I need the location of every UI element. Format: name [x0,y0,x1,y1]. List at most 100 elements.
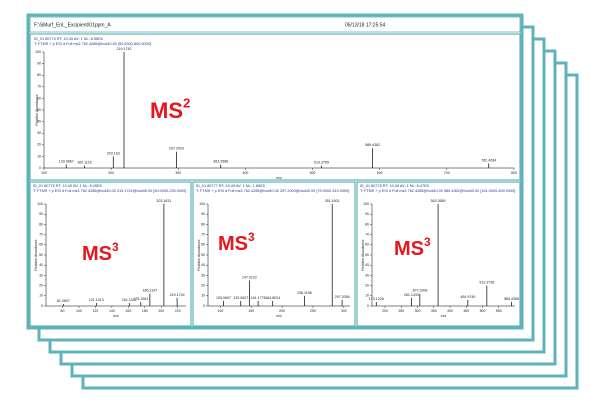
peak-label: 133.0867 [59,159,74,163]
ms-label-text: MS [394,238,424,260]
y-tick-label: 60 [365,243,369,247]
y-tick-label: 50 [39,253,43,257]
y-tick-label: 70 [39,233,43,237]
peak-label: 133.0627 [233,296,248,300]
x-tick-label: 700 [444,171,450,175]
ms-label-text: MS [150,98,183,123]
x-tick-label: 160 [125,309,131,313]
x-tick-label: 550 [496,309,502,313]
scan-header: ID_01 80778 RT: 10.49 AV: 1 NL: 6.47E5 [360,184,429,188]
ms-label-order: 3 [112,240,119,254]
peak-label: 161.1011 [122,298,137,302]
scan-header: T: FTMS + p ESI d Full ms3 762.4285@hcd4… [33,189,186,193]
panel [29,181,192,327]
x-tick-label: 300 [341,309,347,313]
y-tick-label: 0 [203,304,205,308]
front-page [26,13,524,330]
peak-label: 175.1061 [133,297,148,301]
x-tick-label: 100 [76,309,82,313]
y-tick-label: 80 [201,222,205,226]
peak-label: 186.1197 [142,289,157,293]
y-tick-label: 20 [39,284,43,288]
x-tick-label: 200 [108,171,114,175]
ms-label-text: MS [82,243,112,265]
x-axis-label: m/z [441,314,447,318]
x-axis-label: m/z [276,314,282,318]
y-tick-label: 50 [37,108,41,112]
peak-label: 513.3755 [314,161,329,165]
y-tick-label: 10 [39,294,43,298]
x-tick-label: 500 [480,309,486,313]
y-tick-label: 80 [39,222,43,226]
ms-label: MS2 [150,96,190,123]
peak-label: 160.1116 [77,161,91,165]
x-tick-label: 300 [175,171,181,175]
x-tick-label: 100 [41,171,47,175]
y-tick-label: 10 [37,154,41,158]
x-tick-label: 350 [431,309,437,313]
y-tick-label: 30 [37,131,41,135]
y-tick-label: 40 [201,263,205,267]
y-tick-label: 90 [365,212,369,216]
y-tick-label: 80 [365,222,369,226]
y-tick-label: 0 [41,304,43,308]
peak-label: 454.9749 [460,295,475,299]
x-tick-label: 80 [61,309,65,313]
peak-label: 203.1631 [156,199,171,203]
peak-label: 513.3736 [479,281,494,285]
x-axis-label: m/z [113,314,119,318]
y-tick-label: 40 [365,263,369,267]
y-tick-label: 60 [201,243,205,247]
x-tick-label: 300 [415,309,421,313]
x-tick-label: 150 [248,309,254,313]
x-tick-label: 120 [92,309,98,313]
x-tick-label: 800 [511,171,517,175]
peak-label: 81.0697 [57,299,70,303]
y-axis-label: Relative Abundance [35,94,39,125]
file-path: F:\SMurf_EnL_Excipient\01ppm_A [34,22,111,28]
y-tick-label: 30 [201,273,205,277]
scan-header: T: FTMS + p ESI d Full ms3 762.4285@hcd4… [360,189,515,193]
peak-label: 203.163 [107,151,120,155]
panel [29,33,521,181]
x-tick-label: 180 [142,309,148,313]
panel [356,181,521,327]
timestamp: 05/13/18 17:25:54 [345,22,386,28]
peak-label: 762.4284 [481,158,496,162]
y-tick-label: 30 [365,273,369,277]
peak-label: 363.2689 [431,199,446,203]
peak-label: 236.1196 [297,291,312,295]
y-tick-label: 100 [35,50,41,54]
peak-label: 363.2686 [213,159,228,163]
peak-label: 161.1776 [251,296,266,300]
y-tick-label: 60 [37,96,41,100]
y-tick-label: 100 [37,202,43,206]
x-tick-label: 250 [310,309,316,313]
y-tick-label: 40 [39,263,43,267]
x-tick-label: 200 [279,309,285,313]
x-tick-label: 220 [175,309,181,313]
x-tick-label: 200 [158,309,164,313]
y-tick-label: 60 [39,243,43,247]
x-tick-label: 140 [109,309,115,313]
ms-label-order: 3 [424,235,431,249]
x-tick-label: 400 [243,171,249,175]
y-tick-label: 0 [39,166,41,170]
y-tick-label: 50 [365,253,369,257]
panel [192,181,356,327]
peak-label: 589.4366 [504,297,519,301]
y-axis-label: Relative Abundance [34,239,38,270]
peak-label: 219.1744 [170,293,185,297]
y-tick-label: 20 [37,143,41,147]
y-tick-label: 70 [365,233,369,237]
y-axis-label: Relative Abundance [361,239,365,270]
x-tick-label: 100 [217,309,223,313]
ms-label-text: MS [218,233,248,255]
y-tick-label: 30 [39,273,43,277]
peak-label: 147.0122 [242,275,257,279]
scan-header: ID_01 80777 RT: 10.49 AV: 1 NL: 1.85E5 [196,184,265,188]
ms-label-order: 2 [183,96,190,111]
peak-label: 589.4362 [365,143,380,147]
peak-label: 219.1742 [117,47,132,51]
